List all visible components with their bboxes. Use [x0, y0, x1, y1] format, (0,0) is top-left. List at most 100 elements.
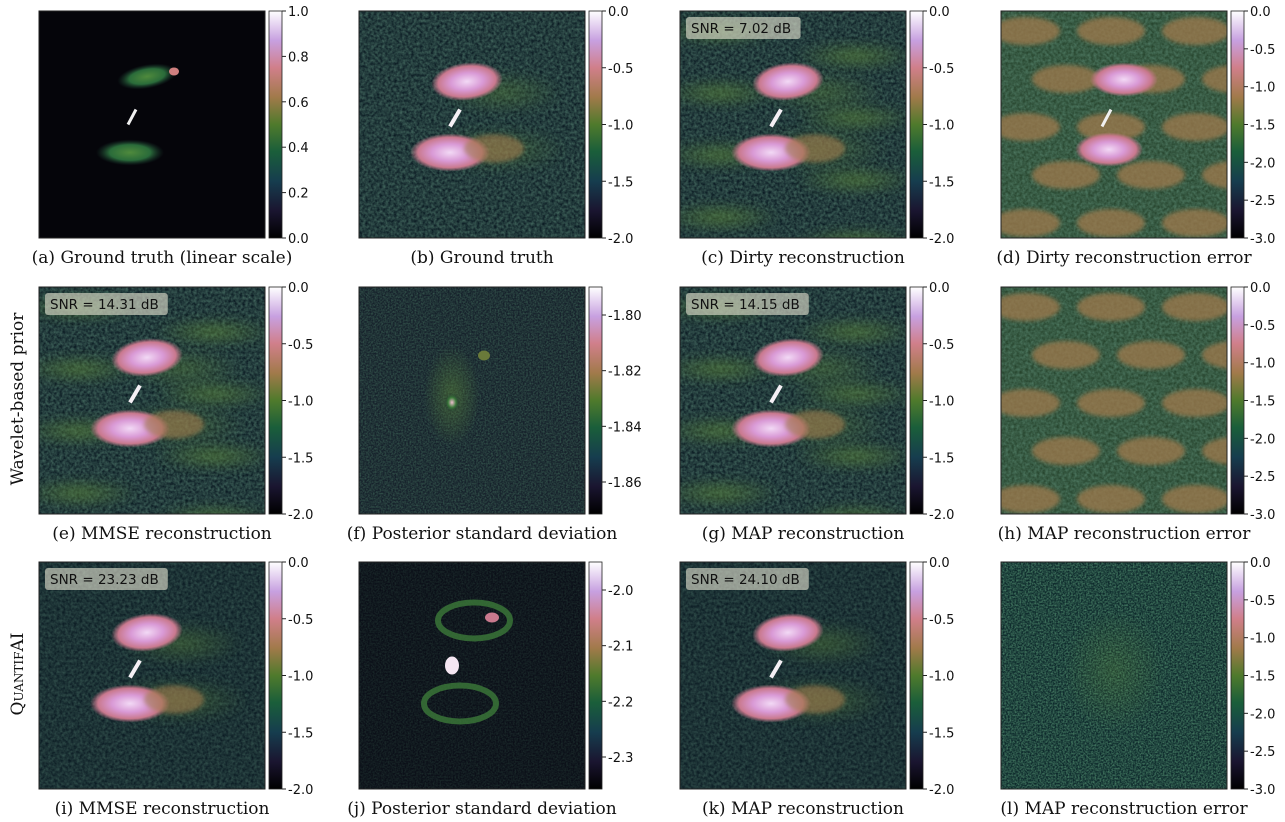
panel-wavelet-std: -1.80 -1.82 -1.84 -1.86 — [358, 286, 642, 515]
panel-caption: (e) MMSE reconstruction — [52, 524, 272, 544]
colorbar-tick-label: -2.0 — [1250, 707, 1275, 722]
reconstruction-image — [1001, 287, 1227, 514]
snr-label: SNR = 7.02 dB — [691, 21, 791, 37]
snr-badge: SNR = 23.23 dB — [45, 568, 168, 590]
colorbar-tick-label: -2.0 — [1250, 432, 1275, 447]
colorbar-tick-label: 0.0 — [288, 281, 309, 296]
colorbar-tick-label: -2.0 — [1250, 156, 1275, 171]
colorbar-tick-label: 0.2 — [288, 187, 309, 202]
colorbar-tick-label: -1.5 — [929, 451, 954, 466]
panel-caption: (j) Posterior standard deviation — [347, 799, 617, 819]
panel-caption: (g) MAP reconstruction — [701, 524, 905, 544]
colorbar-tick-label: -3.0 — [1250, 508, 1275, 523]
colorbar: 0.0 -0.5 -1.0 -1.5 -2.0 — [588, 5, 633, 247]
colorbar: 1.0 0.8 0.6 0.4 0.2 0.0 — [268, 5, 309, 247]
panel-quantifai-map: SNR = 24.10 dB 0.0 -0.5 -1.0 -1.5 -2.0 — [679, 556, 954, 798]
colorbar: 0.0 -0.5 -1.0 -1.5 -2.0 -2.5 -3.0 — [1230, 281, 1275, 523]
colorbar-tick-label: 0.0 — [929, 281, 950, 296]
panel-caption: (k) MAP reconstruction — [702, 799, 904, 819]
colorbar-tick-label: -1.5 — [288, 451, 313, 466]
reconstruction-image — [359, 11, 585, 238]
colorbar-tick-label: -0.5 — [1250, 319, 1275, 334]
colorbar: 0.0 -0.5 -1.0 -1.5 -2.0 — [268, 281, 313, 523]
colorbar-tick-label: 0.4 — [288, 141, 309, 156]
colorbar-tick-label: -1.0 — [1250, 632, 1275, 647]
colorbar-tick-label: 0.0 — [1250, 281, 1271, 296]
row-label-wavelet: Wavelet-based prior — [8, 312, 28, 486]
panel-wavelet-mmse: SNR = 14.31 dB 0.0 -0.5 -1.0 -1.5 -2.0 — [38, 281, 313, 523]
colorbar-tick-label: -0.5 — [288, 338, 313, 353]
colorbar-tick-label: -0.5 — [608, 62, 633, 77]
colorbar-tick-label: -1.5 — [1250, 670, 1275, 685]
reconstruction-image — [359, 287, 585, 514]
colorbar-tick-label: 0.8 — [288, 50, 309, 65]
colorbar-tick-label: -2.0 — [608, 584, 633, 599]
colorbar-tick-label: -1.5 — [1250, 395, 1275, 410]
colorbar-tick-label: 0.0 — [608, 5, 629, 20]
panel-caption: (i) MMSE reconstruction — [54, 799, 270, 819]
colorbar-tick-label: -1.5 — [929, 175, 954, 190]
colorbar-tick-label: -2.0 — [929, 508, 954, 523]
panel-caption: (c) Dirty reconstruction — [701, 248, 905, 268]
snr-label: SNR = 23.23 dB — [50, 572, 159, 588]
reconstruction-image — [39, 11, 265, 238]
reconstruction-image — [1001, 562, 1227, 789]
colorbar-tick-label: -2.0 — [288, 508, 313, 523]
colorbar-tick-label: -2.0 — [608, 232, 633, 247]
snr-label: SNR = 14.31 dB — [50, 297, 159, 313]
reconstruction-image — [1001, 11, 1227, 238]
colorbar-tick-label: -1.0 — [929, 395, 954, 410]
colorbar-tick-label: -1.5 — [608, 175, 633, 190]
colorbar-tick-label: -1.0 — [288, 395, 313, 410]
colorbar-tick-label: -0.5 — [1250, 43, 1275, 58]
reconstruction-image — [680, 562, 906, 789]
reconstruction-image — [39, 562, 265, 789]
panel-quantifai-map-error: 0.0 -0.5 -1.0 -1.5 -2.0 -2.5 -3.0 — [1000, 556, 1275, 798]
colorbar-tick-label: -2.1 — [608, 640, 633, 655]
panel-dirty-error: 0.0 -0.5 -1.0 -1.5 -2.0 -2.5 -3.0 — [1000, 5, 1275, 247]
colorbar-tick-label: 1.0 — [288, 5, 309, 20]
panel-dirty: SNR = 7.02 dB 0.0 -0.5 -1.0 -1.5 -2.0 — [679, 5, 954, 247]
colorbar-tick-label: -1.84 — [608, 420, 642, 435]
colorbar-tick-label: -0.5 — [929, 62, 954, 77]
colorbar-tick-label: -1.5 — [288, 726, 313, 741]
colorbar-tick-label: -2.2 — [608, 695, 633, 710]
colorbar-tick-label: -1.0 — [1250, 357, 1275, 372]
snr-badge: SNR = 14.31 dB — [45, 293, 168, 315]
colorbar: -1.80 -1.82 -1.84 -1.86 — [588, 286, 642, 515]
colorbar-tick-label: -2.5 — [1250, 745, 1275, 760]
colorbar-tick-label: 0.0 — [288, 556, 309, 571]
colorbar-tick-label: 0.0 — [929, 5, 950, 20]
colorbar: 0.0 -0.5 -1.0 -1.5 -2.0 — [268, 556, 313, 798]
colorbar-tick-label: 0.0 — [929, 556, 950, 571]
panel-wavelet-map: SNR = 14.15 dB 0.0 -0.5 -1.0 -1.5 -2.0 — [679, 281, 954, 523]
panel-caption: (a) Ground truth (linear scale) — [31, 248, 293, 268]
colorbar: 0.0 -0.5 -1.0 -1.5 -2.0 — [909, 556, 954, 798]
colorbar-tick-label: 0.6 — [288, 96, 309, 111]
colorbar-tick-label: -0.5 — [1250, 594, 1275, 609]
colorbar-tick-label: -1.0 — [288, 670, 313, 685]
snr-badge: SNR = 7.02 dB — [686, 17, 801, 39]
reconstruction-image — [359, 562, 585, 789]
colorbar-tick-label: -0.5 — [929, 613, 954, 628]
colorbar-tick-label: -0.5 — [288, 613, 313, 628]
panel-caption: (b) Ground truth — [410, 248, 554, 268]
colorbar: 0.0 -0.5 -1.0 -1.5 -2.0 — [909, 5, 954, 247]
colorbar-tick-label: -1.80 — [608, 309, 642, 324]
snr-badge: SNR = 24.10 dB — [686, 568, 809, 590]
colorbar: 0.0 -0.5 -1.0 -1.5 -2.0 -2.5 -3.0 — [1230, 5, 1275, 247]
panel-caption: (d) Dirty reconstruction error — [996, 248, 1252, 268]
colorbar-tick-label: -2.5 — [1250, 470, 1275, 485]
colorbar-tick-label: -2.3 — [608, 751, 633, 766]
snr-badge: SNR = 14.15 dB — [686, 293, 809, 315]
colorbar-tick-label: -1.0 — [1250, 81, 1275, 96]
colorbar-tick-label: 0.0 — [288, 232, 309, 247]
colorbar-tick-label: -1.5 — [1250, 119, 1275, 134]
snr-label: SNR = 24.10 dB — [691, 572, 800, 588]
panel-quantifai-mmse: SNR = 23.23 dB 0.0 -0.5 -1.0 -1.5 -2.0 — [38, 556, 313, 798]
colorbar-tick-label: -2.5 — [1250, 194, 1275, 209]
colorbar-tick-label: 0.0 — [1250, 556, 1271, 571]
colorbar: -2.0 -2.1 -2.2 -2.3 — [588, 561, 633, 790]
colorbar-tick-label: -1.82 — [608, 365, 642, 380]
